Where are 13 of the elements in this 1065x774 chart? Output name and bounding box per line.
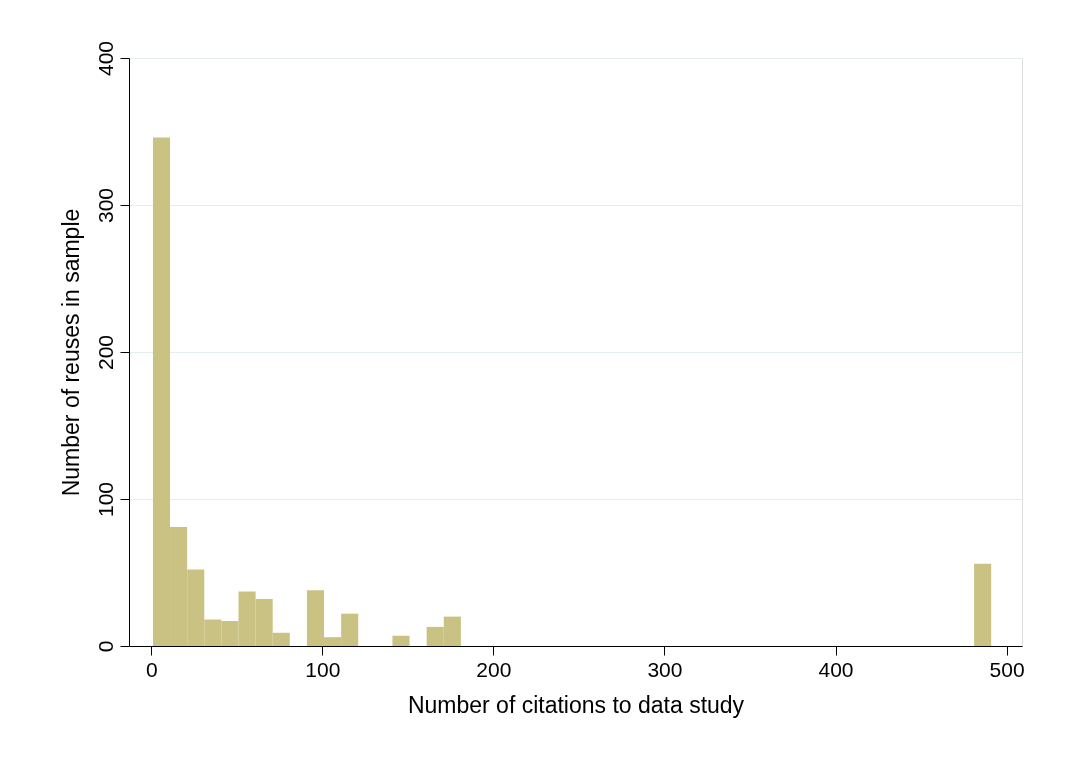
x-tick-label: 400 [818, 657, 854, 681]
x-tick-label: 200 [476, 657, 512, 681]
x-tick-label: 500 [989, 657, 1025, 681]
x-tick-label: 0 [145, 657, 158, 681]
y-tick-label: 0 [93, 640, 117, 653]
y-tick-label: 400 [93, 40, 117, 77]
y-axis-title: Number of reuses in sample [57, 208, 84, 497]
x-axis-title: Number of citations to data study [407, 691, 745, 718]
x-tick-label: 100 [305, 657, 341, 681]
y-tick-label: 300 [93, 187, 117, 224]
y-tick-label: 200 [93, 334, 117, 371]
y-tick-label: 100 [93, 481, 117, 518]
x-tick-label: 300 [647, 657, 683, 681]
